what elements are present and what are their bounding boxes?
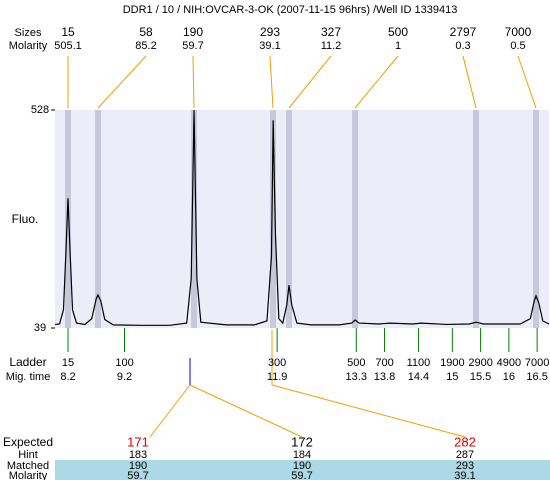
matched-label: Matched [7, 460, 49, 472]
peak-connector [354, 55, 399, 109]
connector [189, 384, 303, 438]
ladder-size: 2900 [468, 357, 492, 369]
peak-size: 293 [260, 25, 280, 39]
peak-band [270, 110, 276, 328]
peak-molarity: 85.2 [135, 40, 156, 52]
peak-band [95, 110, 101, 328]
matched-value: 190 [129, 460, 147, 472]
molarity-row-label: Molarity [9, 40, 48, 52]
ladder-time: 8.2 [60, 371, 75, 383]
peak-band [352, 110, 358, 328]
peak-molarity: 39.1 [259, 40, 280, 52]
peak-size: 500 [388, 25, 408, 39]
ladder-size: 700 [375, 357, 393, 369]
peak-band [65, 110, 71, 328]
trace [54, 109, 550, 326]
molarity-value: 59.7 [291, 470, 312, 480]
ladder-time: 11.9 [267, 371, 288, 383]
size-row-label: Sizes [15, 27, 42, 39]
molarity-value: 39.1 [454, 470, 475, 480]
ladder-time: 16 [503, 371, 515, 383]
peak-connector [288, 55, 332, 109]
ladder-time: 9.2 [117, 371, 132, 383]
matched-value: 293 [456, 460, 474, 472]
peak-molarity: 11.2 [321, 40, 342, 52]
connector [271, 384, 466, 438]
peak-size: 7000 [505, 25, 532, 39]
hint-value: 184 [293, 449, 311, 461]
peak-molarity: 59.7 [182, 40, 203, 52]
expected-value: 282 [454, 434, 476, 449]
peak-band [533, 110, 539, 328]
hint-value: 287 [456, 449, 474, 461]
peak-molarity: 0.3 [455, 40, 470, 52]
peak-molarity: 505.1 [54, 40, 82, 52]
ladder-time: 13.8 [374, 371, 395, 383]
hint-label: Hint [18, 449, 38, 461]
hint-value: 183 [129, 449, 147, 461]
ladder-size: 4900 [497, 357, 521, 369]
ladder-size: 500 [347, 357, 365, 369]
y-axis-label: Fluo. [12, 212, 39, 226]
peak-connector [462, 55, 477, 109]
y-tick-label: 39 [34, 322, 46, 334]
peak-band [191, 110, 197, 328]
plot-area [55, 110, 549, 328]
ladder-size: 1100 [407, 357, 431, 369]
ladder-time: 16.5 [526, 371, 547, 383]
title: DDR1 / 10 / NIH:OVCAR-3-OK (2007-11-15 9… [123, 4, 458, 16]
ladder-size: 100 [115, 357, 133, 369]
peak-band [473, 110, 479, 328]
peak-size: 190 [183, 25, 203, 39]
peak-size: 15 [61, 25, 75, 39]
molarity-value: 59.7 [127, 470, 148, 480]
peak-size: 2797 [450, 25, 477, 39]
peak-connector [517, 55, 537, 109]
ladder-size: 300 [268, 357, 286, 369]
matched-highlight [55, 460, 550, 480]
ladder-size: 1900 [440, 357, 464, 369]
connector [149, 384, 191, 438]
expected-value: 172 [291, 434, 313, 449]
matched-value: 190 [293, 460, 311, 472]
peak-band [286, 110, 292, 328]
ladder-time: 13.3 [346, 371, 367, 383]
peak-molarity: 1 [395, 40, 401, 52]
ladder-label: Ladder [9, 355, 46, 369]
peak-size: 327 [321, 25, 341, 39]
peak-molarity: 0.5 [510, 40, 525, 52]
ladder-size: 15 [62, 357, 74, 369]
molarity-label: Molarity [9, 470, 48, 480]
peak-connector [97, 55, 147, 109]
expected-value: 171 [127, 434, 149, 449]
ladder-time: 14.4 [408, 371, 429, 383]
peak-connector [192, 55, 195, 109]
ladder-time: 15 [446, 371, 458, 383]
mig-time-label: Mig. time [6, 371, 51, 383]
expected-label: Expected [3, 435, 53, 449]
y-tick-label: 528 [31, 104, 49, 116]
peak-size: 58 [139, 25, 153, 39]
ladder-time: 15.5 [470, 371, 491, 383]
peak-connector [269, 55, 274, 109]
ladder-size: 7000 [525, 357, 549, 369]
